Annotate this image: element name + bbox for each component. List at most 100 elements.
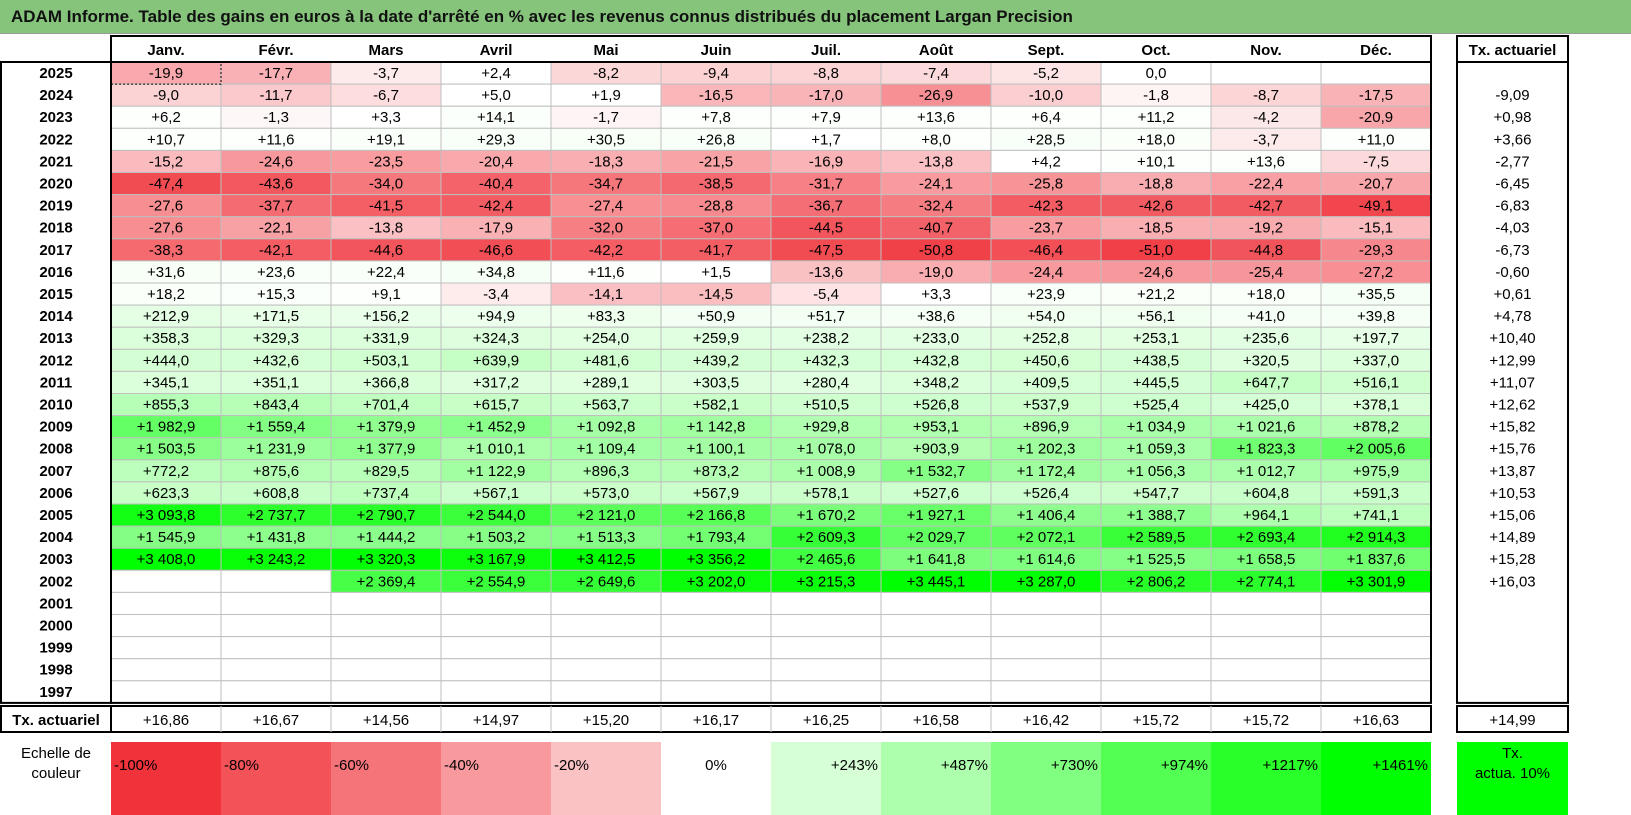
cell-value: +604,8 [1243, 485, 1289, 502]
rate-value-2007: +13,87 [1489, 463, 1535, 480]
heat-cell [1320, 658, 1432, 682]
cell-value: +563,7 [583, 397, 629, 414]
heat-cell [880, 591, 992, 616]
footer-value-1: +16,86 [143, 712, 189, 729]
cell-value: -21,5 [699, 153, 733, 170]
cell-value: +929,8 [803, 419, 849, 436]
cell-value: +3 445,1 [907, 573, 966, 590]
cell-value: +1 927,1 [907, 507, 966, 524]
cell-value: +1 012,7 [1237, 463, 1296, 480]
cell-value: +1 021,6 [1237, 419, 1296, 436]
heat-cell [440, 614, 552, 638]
cell-value: -46,6 [479, 242, 513, 259]
rate-value-2016: -0,60 [1495, 264, 1529, 281]
cell-value: +358,3 [143, 330, 189, 347]
month-header-12: Déc. [1360, 42, 1392, 59]
footer-value-11: +15,72 [1243, 712, 1289, 729]
cell-value: -31,7 [809, 176, 843, 193]
cell-value: +35,5 [1357, 286, 1395, 303]
cell-value: -13,8 [919, 153, 953, 170]
cell-value: +2 121,0 [577, 507, 636, 524]
month-header-row [110, 35, 1432, 63]
month-header-6: Juin [701, 42, 732, 59]
cell-value: +1 658,5 [1237, 551, 1296, 568]
rate-cell [1457, 459, 1568, 482]
cell-value: -22,1 [259, 220, 293, 237]
cell-value: -42,3 [1029, 198, 1063, 215]
grid-border [110, 61, 1432, 704]
rate-cell [1457, 128, 1568, 151]
cell-value: +1 513,3 [577, 529, 636, 546]
cell-value: +1 641,8 [907, 551, 966, 568]
cell-value: +13,6 [917, 109, 955, 126]
cell-value: -13,8 [369, 220, 403, 237]
cell-value: -13,6 [809, 264, 843, 281]
cell-value: +1,5 [701, 264, 731, 281]
footer-value-6: +16,17 [693, 712, 739, 729]
rate-value-2002: +16,03 [1489, 573, 1535, 590]
cell-value: +56,1 [1137, 308, 1175, 325]
cell-value: +2 790,7 [357, 507, 416, 524]
cell-value: +525,4 [1133, 397, 1179, 414]
cell-value: -9,4 [703, 65, 729, 82]
cell-value: +10,1 [1137, 153, 1175, 170]
cell-value: +23,6 [257, 264, 295, 281]
cell-value: +94,9 [477, 308, 515, 325]
cell-value: +2 369,4 [357, 573, 416, 590]
cell-value: +432,3 [803, 352, 849, 369]
rate-header: Tx. actuariel [1469, 42, 1557, 59]
heat-cell [110, 658, 222, 682]
cell-value: +964,1 [1243, 507, 1289, 524]
cell-value: +1 059,3 [1127, 441, 1186, 458]
year-label-2003: 2003 [39, 551, 72, 568]
cell-value: +11,0 [1358, 131, 1395, 148]
rate-cell [1457, 327, 1568, 350]
cell-value: -24,1 [919, 176, 953, 193]
cell-value: +1 444,2 [357, 529, 416, 546]
cell-value: +2 554,9 [467, 573, 526, 590]
cell-value: +567,1 [473, 485, 519, 502]
cell-value: +537,9 [1023, 397, 1069, 414]
cell-value: +3 412,5 [577, 551, 636, 568]
heat-cell [220, 658, 332, 682]
scale-label-line1: Echelle de [21, 745, 91, 762]
scale-swatch-negative [221, 742, 331, 815]
rate-cell [1457, 216, 1568, 239]
cell-value: -6,7 [373, 87, 399, 104]
year-label-2001: 2001 [39, 595, 72, 612]
footer-total-cell [1456, 705, 1569, 733]
month-header-11: Nov. [1250, 42, 1281, 59]
cell-value: -47,4 [149, 176, 183, 193]
cell-value: +2 737,7 [247, 507, 306, 524]
heat-cell [1100, 636, 1212, 660]
cell-value: -7,4 [923, 65, 949, 82]
year-label-2007: 2007 [39, 463, 72, 480]
cell-value: -32,4 [919, 198, 953, 215]
year-label-2006: 2006 [39, 485, 72, 502]
cell-value: +1 379,9 [357, 419, 416, 436]
cell-value: -17,9 [479, 220, 513, 237]
heat-cell [990, 680, 1102, 704]
heat-cell [1320, 680, 1432, 704]
cell-value: +1 231,9 [247, 441, 306, 458]
cell-value: +1 092,8 [577, 419, 636, 436]
cell-value: +2 029,7 [907, 529, 966, 546]
cell-value: +1 109,4 [577, 441, 636, 458]
cell-value: +233,0 [913, 330, 959, 347]
scale-label-positive: +487% [941, 757, 988, 774]
cell-value: +445,5 [1133, 374, 1179, 391]
cell-value: -15,1 [1359, 220, 1393, 237]
year-label-2025: 2025 [39, 65, 72, 82]
cell-value: +15,3 [257, 286, 295, 303]
cell-value: -44,8 [1249, 242, 1283, 259]
cell-value: +3 356,2 [687, 551, 746, 568]
rate-cell [1457, 106, 1568, 129]
cell-value: +615,7 [473, 397, 519, 414]
cell-value: +26,8 [697, 131, 735, 148]
rate-cell [1457, 570, 1568, 593]
cell-value: +3,3 [921, 286, 951, 303]
heat-cell [110, 680, 222, 704]
rate-cell [1457, 371, 1568, 394]
cell-value: +21,2 [1137, 286, 1175, 303]
cell-value: +3 202,0 [687, 573, 746, 590]
